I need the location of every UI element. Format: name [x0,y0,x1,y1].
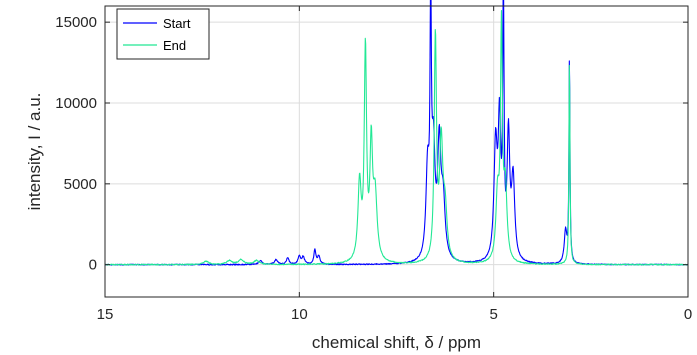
series-line-end [104,10,689,266]
axis-labels: chemical shift, δ / ppm intensity, I / a.… [25,93,481,352]
legend: Start End [116,8,210,60]
legend-label-start: Start [163,16,191,31]
legend-label-end: End [163,38,186,53]
plot-frame [104,5,689,298]
x-tick-label-1: 10 [291,306,308,323]
axis-ticks: 15 10 5 0 0 5000 10000 15000 [55,6,692,323]
x-tick-label-0: 15 [97,306,114,323]
x-tick-label-3: 0 [684,306,692,323]
y-tick-label-1: 5000 [64,176,97,193]
x-axis-label: chemical shift, δ / ppm [312,333,481,352]
y-axis-label: intensity, I / a.u. [25,93,44,211]
legend-box [116,8,210,60]
series-lines [104,0,689,266]
y-tick-label-3: 15000 [55,14,97,31]
x-tick-label-2: 5 [489,306,497,323]
y-tick-label-0: 0 [89,257,97,274]
y-tick-label-2: 10000 [55,95,97,112]
